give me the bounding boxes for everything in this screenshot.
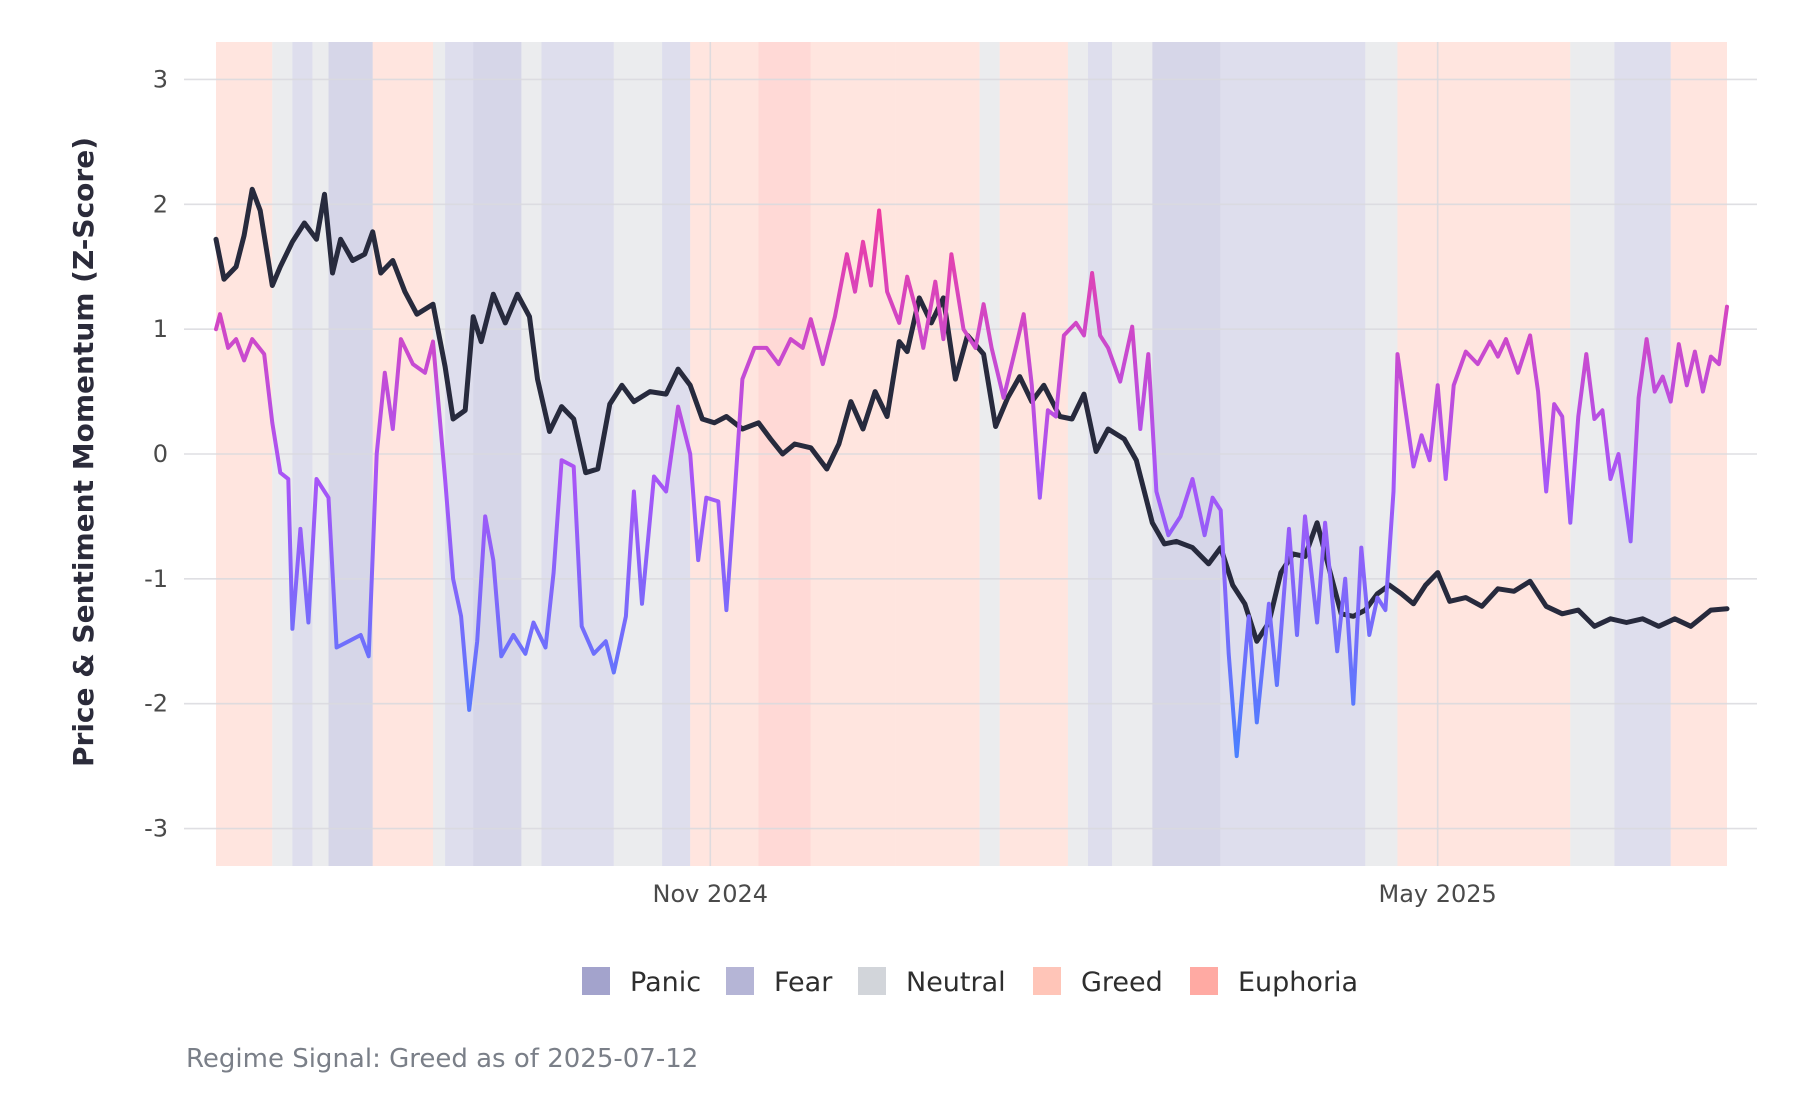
legend-label-neutral: Neutral (906, 967, 1006, 998)
sentiment-momentum-line (214, 208, 1729, 759)
y-tick-label: 1 (153, 315, 168, 343)
caption: Regime Signal: Greed as of 2025-07-12 (186, 1044, 698, 1074)
y-tick-label: 3 (153, 65, 168, 93)
legend-label-euphoria: Euphoria (1238, 967, 1358, 998)
legend-label-fear: Fear (774, 967, 833, 998)
gridlines (184, 42, 1757, 866)
y-tick-label: 0 (153, 440, 168, 468)
y-tick-label: -1 (144, 565, 168, 593)
y-tick-label: -3 (144, 815, 168, 843)
x-tick-label: May 2025 (1378, 880, 1496, 908)
legend-swatch-fear (726, 967, 754, 995)
series-lines (213, 186, 1730, 759)
y-tick-label: 2 (153, 190, 168, 218)
x-axis: Nov 2024 May 2025 (653, 880, 1497, 908)
legend-swatch-greed (1033, 967, 1061, 995)
price-momentum-line (213, 186, 1730, 644)
x-tick-label: Nov 2024 (653, 880, 769, 908)
y-axis-title: Price & Sentiment Momentum (Z-Score) (67, 137, 100, 767)
legend-swatch-panic (582, 967, 610, 995)
legend: Panic Fear Neutral Greed Euphoria (582, 967, 1358, 998)
legend-label-greed: Greed (1081, 967, 1163, 998)
legend-swatch-neutral (858, 967, 886, 995)
y-axis: -3 -2 -1 0 1 2 3 (144, 65, 168, 842)
legend-swatch-euphoria (1190, 967, 1218, 995)
y-tick-label: -2 (144, 690, 168, 718)
legend-label-panic: Panic (630, 967, 701, 998)
